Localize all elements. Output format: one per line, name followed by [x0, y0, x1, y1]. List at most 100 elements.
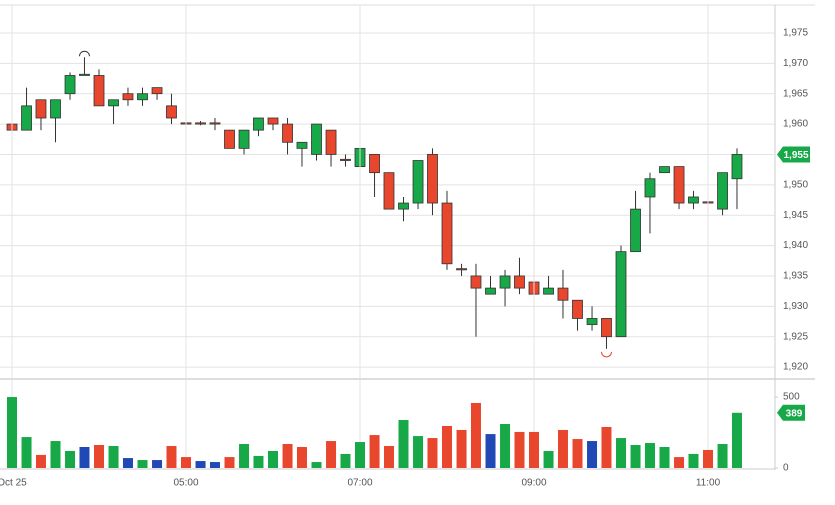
candle-body: [224, 129, 235, 149]
volume-bar: [122, 458, 133, 468]
y-tick-label: 1,920: [783, 362, 808, 373]
candle-body: [427, 154, 438, 204]
volume-bar: [644, 443, 655, 468]
volume-bar: [616, 438, 627, 468]
volume-bar: [442, 425, 453, 468]
candle-body: [64, 75, 76, 95]
volume-bar: [50, 441, 61, 468]
volume-bar: [485, 434, 496, 468]
x-tick-label: 11:00: [696, 478, 721, 489]
x-tick-label: 05:00: [173, 478, 198, 489]
volume-bar: [296, 446, 307, 468]
volume-bar: [514, 431, 525, 468]
candle-body: [282, 123, 293, 143]
candle-body: [166, 105, 177, 119]
volume-bar: [413, 436, 424, 468]
candle-body: [21, 105, 32, 131]
volume-bar: [717, 444, 728, 468]
candle-body: [485, 287, 496, 295]
candle-body: [514, 275, 525, 289]
x-tick-label: Oct 25: [0, 478, 27, 489]
candle-body: [615, 251, 627, 338]
volume-bar: [340, 453, 351, 468]
candle-body: [673, 166, 685, 204]
candle-body: [688, 196, 699, 204]
volume-bar: [674, 457, 685, 468]
volume-bar: [268, 450, 279, 468]
volume-bar: [311, 462, 322, 468]
last-price-label: 1,955: [783, 150, 808, 161]
volume-bar: [282, 444, 293, 468]
candle-body: [383, 172, 395, 210]
volume-bar: [703, 449, 714, 468]
last-price-tag: [777, 146, 810, 163]
candle-body: [659, 166, 670, 174]
candle-body: [586, 318, 598, 325]
candle-body: [50, 99, 61, 119]
candle-body: [340, 158, 351, 161]
volume-bar: [630, 445, 641, 468]
candle-body: [499, 275, 511, 289]
volume-bar: [195, 461, 206, 468]
volume-bar: [470, 402, 481, 468]
volume-bar: [137, 460, 148, 468]
volume-bar: [94, 445, 105, 468]
volume-bar: [209, 462, 220, 468]
volume-bar: [557, 429, 568, 468]
candle-body: [644, 178, 656, 198]
volume-bar: [456, 429, 467, 468]
high-marker: [78, 50, 90, 57]
candle-body: [412, 160, 424, 204]
volume-bar: [572, 439, 583, 468]
low-marker: [600, 351, 612, 358]
y-tick-label: 1,970: [783, 58, 808, 69]
candle-body: [151, 87, 163, 95]
volume-bar: [543, 450, 554, 468]
y-tick-label: 0: [783, 463, 789, 474]
volume-bar: [731, 412, 742, 468]
candle-body: [572, 299, 583, 319]
candle-body: [79, 73, 90, 76]
volume-bar: [108, 446, 119, 468]
volume-bar: [65, 450, 76, 468]
volume-bar: [355, 442, 366, 468]
volume-bar: [587, 441, 598, 468]
volume-bar: [601, 426, 612, 468]
volume-bar: [326, 441, 337, 468]
volume-bar: [181, 457, 192, 468]
volume-bar: [152, 460, 163, 468]
last-volume-label: 389: [786, 408, 803, 419]
candle-body: [108, 99, 119, 107]
candle-body: [253, 117, 264, 131]
y-tick-label: 1,925: [783, 331, 808, 342]
volume-bar: [688, 453, 699, 468]
candle-body: [557, 287, 569, 301]
candle-body: [35, 99, 47, 119]
candle-body: [369, 154, 380, 174]
candle-body: [325, 129, 337, 155]
y-tick-label: 500: [783, 392, 800, 403]
volume-bar: [7, 397, 18, 468]
volume-bar: [79, 446, 90, 468]
y-tick-label: 1,965: [783, 88, 808, 99]
volume-bar: [166, 446, 177, 468]
candle-body: [137, 93, 148, 101]
y-tick-label: 1,930: [783, 301, 808, 312]
volume-bar: [21, 437, 32, 468]
candle-body: [601, 318, 612, 338]
volume-bar: [35, 454, 46, 468]
y-tick-label: 1,945: [783, 210, 808, 221]
volume-bar: [398, 420, 409, 468]
candle-body: [543, 287, 554, 295]
candle-body: [456, 268, 467, 271]
candle-body: [311, 123, 322, 155]
volume-bar: [500, 424, 511, 468]
volume-bar: [239, 444, 250, 468]
candle-body: [238, 129, 250, 149]
x-tick-label: 07:00: [347, 478, 372, 489]
y-tick-label: 1,940: [783, 240, 808, 251]
candle-body: [122, 93, 134, 101]
volume-bar: [659, 446, 670, 468]
volume-bar: [253, 455, 264, 468]
